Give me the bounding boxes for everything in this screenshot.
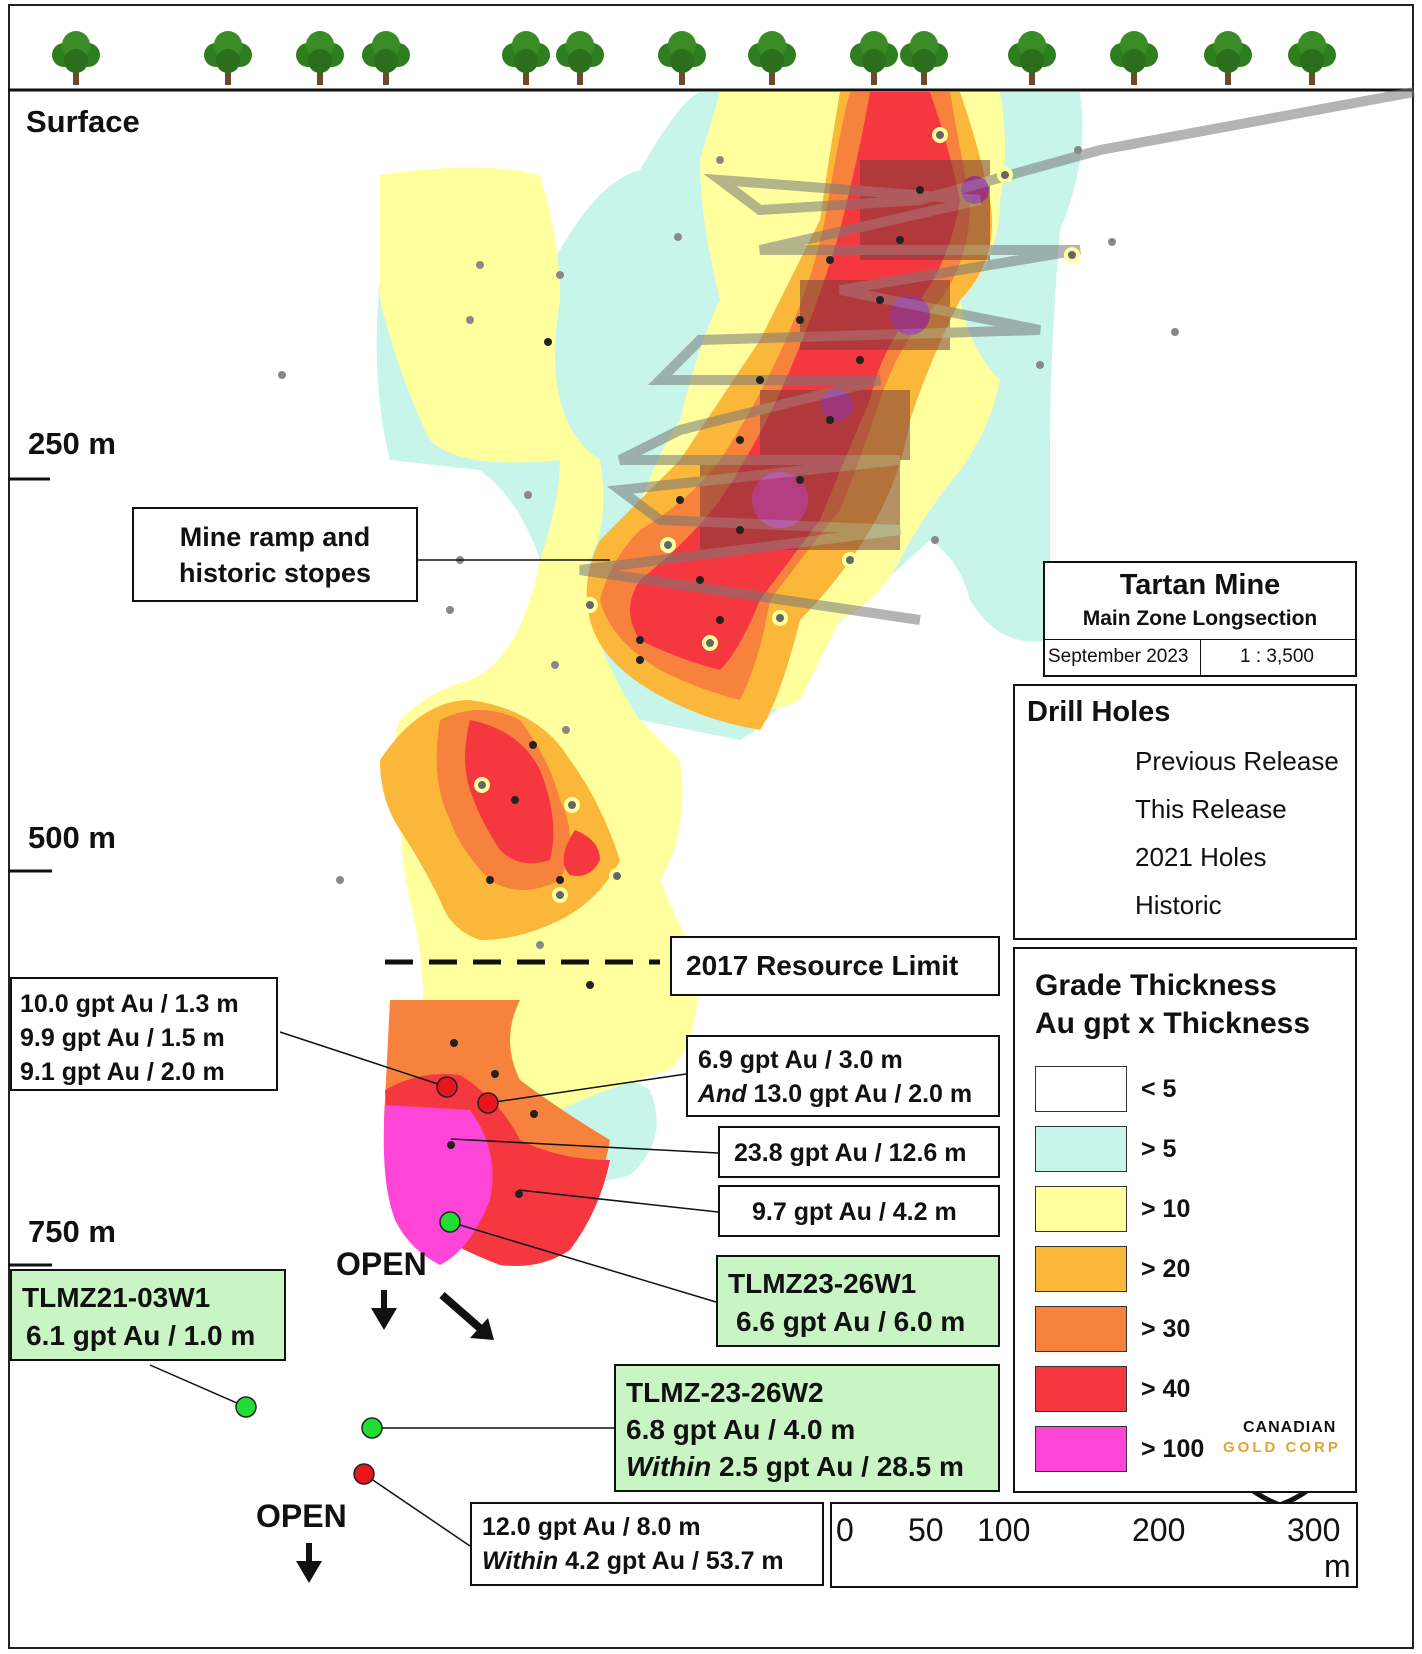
- depth-250-label: 250 m: [28, 426, 116, 461]
- grade-legend-title-1: Grade Thickness: [1035, 969, 1277, 1002]
- open-arrows: [296, 1290, 494, 1583]
- title-block: Tartan Mine Main Zone Longsection Septem…: [1043, 561, 1357, 677]
- tlmz23-26w2-name: TLMZ-23-26W2: [626, 1377, 824, 1408]
- drill-holes-legend: Drill Holes Previous Release This Releas…: [1013, 684, 1357, 940]
- drill-holes-heading: Drill Holes: [1027, 696, 1171, 728]
- scale-unit: m: [1324, 1548, 1351, 1584]
- intercept-right1-and: And: [698, 1080, 747, 1108]
- tlmz23-26w2-callout: TLMZ-23-26W2 6.8 gpt Au / 4.0 m Within 2…: [614, 1364, 1000, 1492]
- legend-historic: Historic: [1135, 890, 1222, 920]
- intercept-left-line-3: 9.1 gpt Au / 2.0 m: [20, 1058, 225, 1086]
- mine-ramp-line-1: Mine ramp and: [179, 522, 371, 552]
- yellow-rim-holes: [474, 127, 1080, 903]
- surface-trees: [52, 31, 1336, 85]
- swatch-gt10-label: > 10: [1141, 1195, 1191, 1223]
- intercept-callout-right-2: 23.8 gpt Au / 12.6 m: [718, 1126, 1000, 1178]
- intercept-bottom-line-2: 4.2 gpt Au / 53.7 m: [558, 1547, 784, 1575]
- scale-tick-200: 200: [1132, 1512, 1186, 1548]
- swatch-lt5: [1035, 1066, 1127, 1112]
- tlmz21-03w1-value: 6.1 gpt Au / 1.0 m: [26, 1320, 256, 1351]
- open-label-2: OPEN: [256, 1498, 347, 1534]
- logo-text-canadian: CANADIAN: [1243, 1419, 1337, 1436]
- swatch-gt20-label: > 20: [1141, 1255, 1191, 1283]
- intercept-callout-right-3: 9.7 gpt Au / 4.2 m: [718, 1185, 1000, 1237]
- resource-limit-callout: 2017 Resource Limit: [670, 936, 1000, 996]
- leader-lines: [149, 559, 719, 1547]
- tlmz23-26w2-line-3: 2.5 gpt Au / 28.5 m: [711, 1451, 964, 1482]
- logo-text-gold-corp: GOLD CORP: [1223, 1439, 1341, 1456]
- previous-release-holes: [353, 1076, 499, 1485]
- mine-ramp-stopes: [579, 87, 1415, 625]
- tlmz23-26w2-within: Within: [626, 1451, 712, 1482]
- swatch-gt30-label: > 30: [1141, 1315, 1191, 1343]
- intercept-bottom-line-1: 12.0 gpt Au / 8.0 m: [482, 1513, 701, 1541]
- intercept-right1-line-2: 13.0 gpt Au / 2.0 m: [746, 1080, 973, 1108]
- depth-750-label: 750 m: [28, 1214, 116, 1249]
- resource-limit-label: 2017 Resource Limit: [686, 950, 959, 981]
- swatch-gt100: [1035, 1426, 1127, 1472]
- depth-ticks: [8, 477, 52, 1267]
- swatch-gt40-label: > 40: [1141, 1375, 1191, 1403]
- swatch-gt5-label: > 5: [1141, 1135, 1177, 1163]
- grade-thickness-legend: Grade Thickness Au gpt x Thickness < 5 >…: [1013, 947, 1357, 1493]
- title-block-scale: 1 : 3,500: [1240, 646, 1314, 667]
- surface-label: Surface: [26, 104, 140, 139]
- intercept-right2-label: 23.8 gpt Au / 12.6 m: [734, 1139, 967, 1167]
- swatch-gt100-label: > 100: [1141, 1435, 1205, 1463]
- intercept-bottom-within: Within: [482, 1547, 559, 1575]
- tlmz23-26w2-value: 6.8 gpt Au / 4.0 m: [626, 1414, 856, 1445]
- tlmz21-03w1-callout: TLMZ21-03W1 6.1 gpt Au / 1.0 m: [10, 1269, 286, 1361]
- swatch-lt5-label: < 5: [1141, 1075, 1177, 1103]
- legend-this-release: This Release: [1135, 794, 1287, 824]
- swatch-gt10: [1035, 1186, 1127, 1232]
- intercept-callout-left: 10.0 gpt Au / 1.3 m 9.9 gpt Au / 1.5 m 9…: [10, 977, 278, 1091]
- 2021-holes: [447, 186, 924, 1198]
- intercept-right1-line-1: 6.9 gpt Au / 3.0 m: [698, 1046, 903, 1074]
- scale-tick-100: 100: [977, 1512, 1031, 1548]
- tlmz23-26w1-name: TLMZ23-26W1: [728, 1268, 917, 1299]
- swatch-gt5: [1035, 1126, 1127, 1172]
- this-release-holes: [235, 1211, 461, 1439]
- grade-legend-title-2: Au gpt x Thickness: [1035, 1007, 1311, 1040]
- scale-tick-300: 300: [1287, 1512, 1341, 1548]
- title-block-title: Tartan Mine: [1119, 569, 1281, 601]
- scale-tick-50: 50: [908, 1512, 944, 1548]
- legend-previous-release: Previous Release: [1135, 746, 1339, 776]
- historic-holes: [278, 146, 1179, 949]
- mine-ramp-callout: Mine ramp and historic stopes: [132, 507, 418, 602]
- tlmz23-26w1-value: 6.6 gpt Au / 6.0 m: [736, 1306, 966, 1337]
- intercept-left-line-1: 10.0 gpt Au / 1.3 m: [20, 990, 239, 1018]
- legend-2021-holes: 2021 Holes: [1135, 842, 1267, 872]
- title-block-subtitle: Main Zone Longsection: [1082, 607, 1318, 630]
- tlmz21-03w1-name: TLMZ21-03W1: [22, 1282, 211, 1313]
- intercept-left-line-2: 9.9 gpt Au / 1.5 m: [20, 1024, 225, 1052]
- swatch-gt40: [1035, 1366, 1127, 1412]
- open-label-1: OPEN: [336, 1246, 427, 1282]
- mine-ramp-line-2: historic stopes: [178, 558, 372, 588]
- intercept-callout-bottom: 12.0 gpt Au / 8.0 m Within 4.2 gpt Au / …: [470, 1502, 824, 1586]
- swatch-gt20: [1035, 1246, 1127, 1292]
- tlmz23-26w1-callout: TLMZ23-26W1 6.6 gpt Au / 6.0 m: [716, 1255, 1000, 1347]
- intercept-callout-right-1: 6.9 gpt Au / 3.0 m And 13.0 gpt Au / 2.0…: [686, 1035, 1000, 1117]
- swatch-gt30: [1035, 1306, 1127, 1352]
- intercept-right3-label: 9.7 gpt Au / 4.2 m: [752, 1198, 957, 1226]
- scale-bar: 0 50 100 200 300 m: [830, 1502, 1358, 1588]
- scale-tick-0: 0: [836, 1512, 854, 1548]
- depth-500-label: 500 m: [28, 820, 116, 855]
- title-block-date: September 2023: [1048, 646, 1189, 667]
